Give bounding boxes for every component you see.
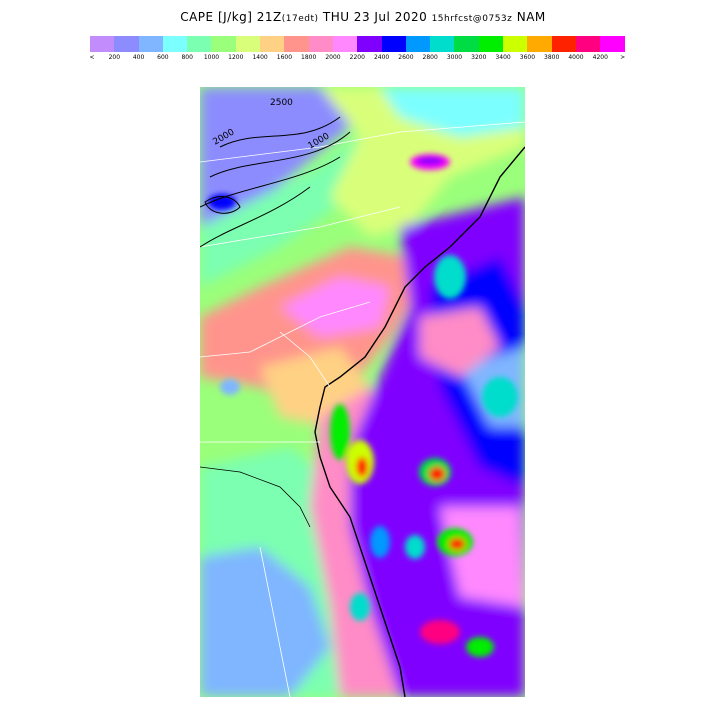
coastline-east: [314, 146, 525, 697]
legend-color-0: [90, 36, 115, 52]
legend-less-than: <: [89, 54, 95, 61]
cell-3: [356, 457, 368, 477]
cell-10: [434, 255, 466, 299]
cell-5: [429, 467, 445, 481]
state-border-5: [279, 331, 331, 388]
cell-17: [220, 379, 240, 395]
chart-title: CAPE [J/kg] 21Z(17edt) THU 23 Jul 2020 1…: [0, 10, 726, 24]
cell-7: [449, 538, 465, 550]
contour-label-1: 2500: [270, 98, 293, 108]
cell-16: [416, 157, 444, 165]
legend-tick-label: 600: [157, 54, 169, 61]
state-border-6: [259, 546, 291, 697]
cell-13: [466, 637, 494, 657]
legend-color-12: [381, 36, 406, 52]
legend-tick-label: 1600: [276, 54, 293, 61]
title-run: 15hrfcst@0753z: [431, 14, 513, 24]
legend-tick-label: 1200: [228, 54, 244, 61]
legend-color-15: [454, 36, 479, 52]
contour-2: [209, 131, 351, 178]
legend-greater-than: >: [620, 54, 626, 61]
title-main: CAPE [J/kg] 21Z: [180, 10, 282, 24]
legend-tick-label: 3800: [544, 54, 560, 61]
region-atlantic-pinkpatch: [420, 307, 500, 377]
legend-tick-label: 4000: [568, 54, 584, 61]
legend-tick-label: 1400: [252, 54, 268, 61]
legend-color-16: [478, 36, 504, 52]
legend-color-14: [430, 36, 455, 52]
legend-color-6: [235, 36, 261, 52]
title-local-time: (17edt): [281, 14, 319, 24]
cell-1: [330, 404, 350, 460]
legend-tick-label: 4200: [592, 54, 608, 61]
color-legend: [90, 36, 625, 52]
cape-map: 2500 2000 1000: [200, 87, 525, 697]
contour-1: [219, 116, 341, 148]
legend-color-17: [503, 36, 528, 52]
contour-5: [204, 196, 241, 214]
legend-tick-label: 3000: [446, 54, 463, 61]
cell-9: [370, 526, 390, 558]
legend-color-4: [187, 36, 212, 52]
state-border-2: [200, 206, 401, 248]
legend-color-7: [260, 36, 285, 52]
legend-color-8: [284, 36, 309, 52]
coastline-gulf: [200, 466, 311, 528]
legend-color-2: [138, 36, 163, 52]
legend-color-3: [162, 36, 188, 52]
legend-tick-label: 2200: [349, 54, 365, 61]
legend-tick-label: 400: [132, 54, 145, 61]
legend-tick-label: 2400: [373, 54, 390, 61]
legend-color-10: [332, 36, 358, 52]
legend-tick-label: 200: [108, 54, 121, 61]
state-border-3: [200, 301, 371, 358]
cell-11: [482, 377, 518, 417]
title-model: NAM: [516, 10, 546, 24]
legend-color-18: [527, 36, 552, 52]
contour-3: [200, 156, 341, 208]
legend-tick-label: 2600: [398, 54, 414, 61]
legend-tick-label: 2000: [325, 54, 341, 61]
region-magenta-spot: [280, 277, 390, 337]
cell-8: [405, 535, 425, 559]
legend-color-11: [357, 36, 382, 52]
legend-color-20: [575, 36, 601, 52]
legend-color-5: [211, 36, 236, 52]
legend-tick-label: 3400: [495, 54, 511, 61]
legend-tick-label: 2800: [422, 54, 438, 61]
legend-tick-label: 800: [181, 54, 193, 61]
legend-color-1: [114, 36, 139, 52]
title-date: THU 23 Jul 2020: [322, 10, 428, 24]
legend-color-13: [405, 36, 431, 52]
region-nw-low: [200, 87, 360, 237]
legend-tick-label: 1800: [301, 54, 317, 61]
region-southwest-cyan: [200, 547, 330, 697]
legend-color-19: [551, 36, 576, 52]
state-border-1: [200, 121, 525, 163]
cell-14: [350, 593, 370, 621]
legend-tick-label: 1000: [203, 54, 220, 61]
legend-tick-label: 3600: [519, 54, 536, 61]
contour-4: [200, 186, 311, 248]
color-legend-labels: < > 200 400 600 800 1000 1200 1400 1600 1800 2000…: [89, 54, 636, 64]
legend-tick-label: 3200: [471, 54, 487, 61]
legend-color-21: [600, 36, 625, 52]
legend-color-9: [308, 36, 333, 52]
cell-12: [420, 620, 460, 644]
